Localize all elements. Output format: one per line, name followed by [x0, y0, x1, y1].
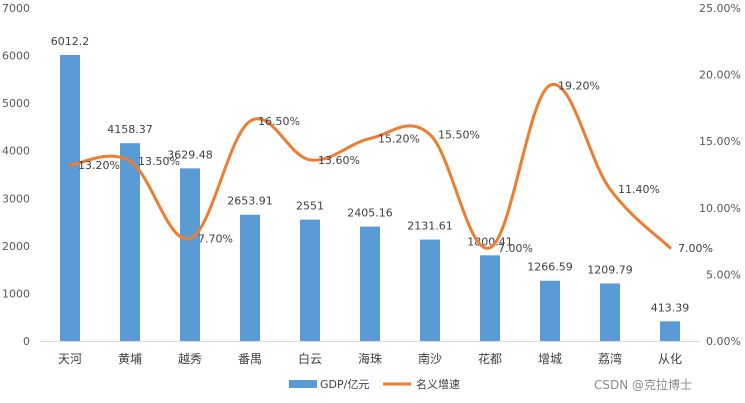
left-axis-tick-label: 6000 [2, 50, 30, 63]
gdp-bar-label: 2551 [296, 200, 324, 213]
growth-rate-label: 16.50% [258, 115, 300, 128]
category-label: 黄埔 [118, 352, 142, 366]
gdp-bar-label: 1209.79 [587, 263, 633, 276]
gdp-bar [480, 255, 500, 341]
gdp-bar [660, 321, 680, 341]
growth-rate-label: 13.20% [78, 159, 120, 172]
gdp-bar [360, 226, 380, 341]
gdp-bar [420, 239, 440, 341]
right-axis-tick-label: 5.00% [706, 268, 741, 281]
right-axis-tick-label: 15.00% [699, 135, 741, 148]
growth-rate-label: 19.20% [558, 79, 600, 92]
left-axis-tick-label: 0 [23, 335, 30, 348]
bar-series [60, 54, 680, 341]
growth-rate-label: 15.20% [378, 133, 420, 146]
category-label: 花都 [478, 351, 502, 366]
gdp-bar-label: 2653.91 [227, 195, 273, 208]
category-label: 番禺 [238, 352, 262, 366]
gdp-bar-label: 4158.37 [107, 123, 153, 136]
gdp-bar [180, 168, 200, 341]
gdp-bar-label: 2405.16 [347, 207, 393, 220]
growth-rate-label: 7.00% [498, 242, 533, 255]
left-axis-tick-label: 3000 [2, 192, 30, 205]
gdp-bar [540, 280, 560, 341]
category-label: 海珠 [358, 351, 382, 366]
gdp-bar [240, 214, 260, 341]
gdp-bar [600, 283, 620, 341]
right-axis-tick-label: 10.00% [699, 202, 741, 215]
left-axis-tick-label: 2000 [2, 240, 30, 253]
category-label: 增城 [538, 352, 562, 366]
gdp-bar-label: 1266.59 [527, 261, 573, 274]
category-label: 南沙 [418, 351, 442, 366]
legend-bar-swatch [289, 380, 317, 388]
category-label: 天河 [58, 352, 82, 366]
growth-rate-label: 7.00% [678, 242, 713, 255]
category-label: 白云 [298, 351, 322, 366]
gdp-bar [60, 54, 80, 341]
line-data-labels: 13.20% 13.50% 7.70% 16.50% 13.60% 15.20% 15.50… [78, 79, 713, 255]
watermark: CSDN @克拉博士 [594, 377, 692, 392]
category-label: 越秀 [178, 352, 202, 366]
category-labels: 天河 黄埔 越秀 番禺 白云 海珠 南沙 花都 增城 荔湾 从化 [58, 351, 682, 366]
gdp-bar-label: 1800.41 [467, 235, 513, 248]
growth-rate-label: 11.40% [618, 183, 660, 196]
gdp-bar-label: 413.39 [651, 301, 690, 314]
gdp-bar-label: 3629.48 [167, 148, 213, 161]
growth-rate-label: 13.60% [318, 154, 360, 167]
category-label: 荔湾 [598, 351, 622, 366]
gdp-bar [120, 143, 140, 341]
growth-rate-label: 7.70% [198, 232, 233, 245]
left-axis-tick-label: 1000 [2, 287, 30, 300]
right-axis-tick-label: 0.00% [706, 335, 741, 348]
right-axis-tick-label: 25.00% [699, 2, 741, 15]
bar-data-labels: 6012.2 4158.37 3629.48 2653.91 2551 2405.16 21… [51, 35, 690, 314]
legend-line-label: 名义增速 [416, 377, 460, 391]
left-axis-tick-label: 5000 [2, 97, 30, 110]
gdp-bar-label: 2131.61 [407, 220, 453, 233]
growth-rate-line [68, 82, 672, 250]
growth-rate-label: 13.50% [138, 155, 180, 168]
left-axis-tick-label: 4000 [2, 145, 30, 158]
gdp-bar [300, 219, 320, 341]
left-axis-ticks: 0 1000 2000 3000 4000 5000 6000 7000 [2, 2, 30, 348]
gdp-bar-label: 6012.2 [51, 35, 90, 48]
left-axis-tick-label: 7000 [2, 2, 30, 15]
right-axis-ticks: 0.00% 5.00% 10.00% 15.00% 20.00% 25.00% [699, 2, 741, 348]
right-axis-tick-label: 20.00% [699, 69, 741, 82]
category-label: 从化 [658, 352, 682, 366]
legend-bar-label: GDP/亿元 [320, 378, 369, 391]
legend: GDP/亿元 名义增速 [289, 377, 460, 391]
growth-rate-label: 15.50% [438, 129, 480, 142]
